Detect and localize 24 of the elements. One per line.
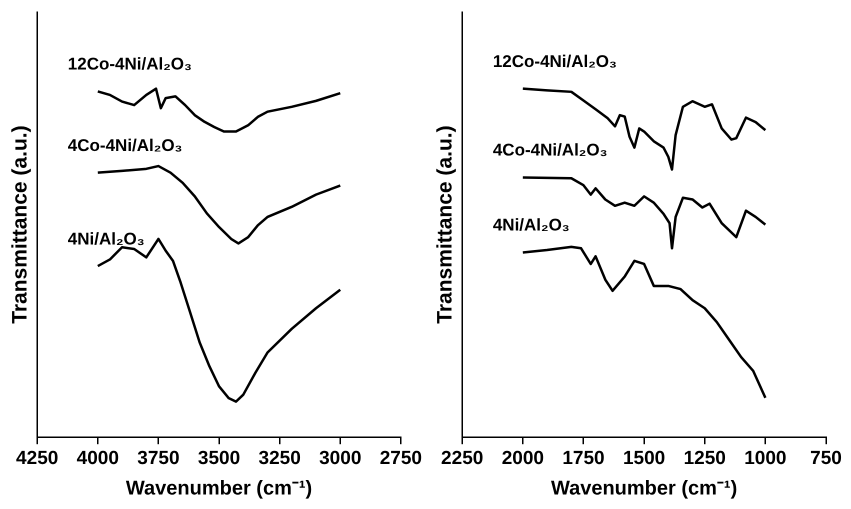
x-tick-label: 4250 — [16, 448, 58, 469]
x-tick-label: 2000 — [502, 448, 544, 469]
x-tick-label: 1750 — [562, 448, 605, 469]
x-tick-label: 1500 — [622, 448, 666, 469]
x-axis-title: Wavenumber (cm⁻¹) — [550, 478, 738, 500]
x-tick-label: 3250 — [258, 448, 301, 469]
series-label: 4Ni/Al₂O₃ — [68, 229, 145, 248]
series-label: 4Co-4Ni/Al₂O₃ — [68, 136, 182, 155]
series-label: 12Co-4Ni/Al₂O₃ — [492, 52, 617, 71]
y-axis-title: Transmittance (a.u.) — [433, 125, 456, 324]
y-axis-title: Transmittance (a.u.) — [8, 125, 32, 324]
x-tick-label: 1000 — [744, 448, 787, 469]
series-label: 12Co-4Ni/Al₂O₃ — [68, 54, 192, 74]
x-tick-label: 3750 — [137, 448, 180, 469]
series-label: 4Co-4Ni/Al₂O₃ — [492, 140, 608, 160]
x-tick-label: 2250 — [441, 448, 484, 469]
x-tick-label: 1250 — [684, 448, 726, 469]
x-tick-label: 4000 — [76, 448, 119, 469]
x-tick-label: 2750 — [380, 448, 422, 469]
series-label: 4Ni/Al₂O₃ — [492, 216, 570, 235]
x-axis-title: Wavenumber (cm⁻¹) — [126, 478, 312, 500]
x-tick-label: 750 — [810, 448, 842, 469]
x-tick-label: 3000 — [319, 448, 362, 469]
x-tick-label: 3500 — [198, 448, 240, 469]
